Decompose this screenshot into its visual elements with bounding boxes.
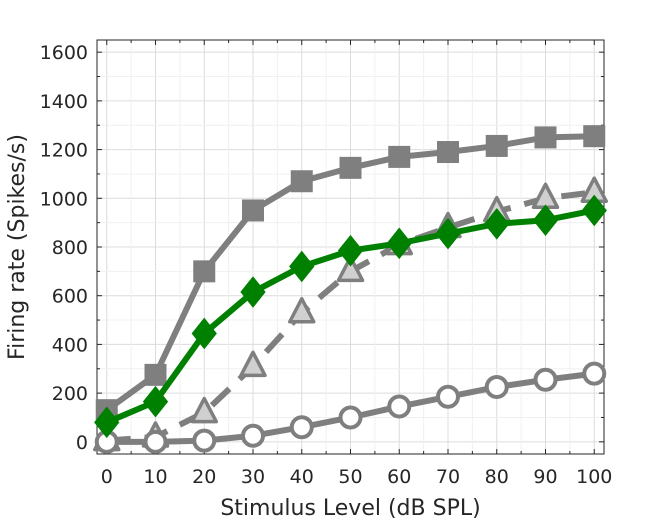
y-tick-label: 0 bbox=[76, 432, 88, 454]
y-tick-label: 1600 bbox=[40, 42, 88, 64]
data-point-circle bbox=[289, 415, 314, 440]
x-tick-label: 70 bbox=[436, 466, 460, 488]
data-point-diamond bbox=[142, 385, 169, 418]
series-layer bbox=[93, 125, 608, 454]
x-tick-label: 40 bbox=[290, 466, 314, 488]
y-tick-label: 1200 bbox=[40, 140, 88, 162]
data-point-square bbox=[144, 363, 167, 386]
data-point-square bbox=[534, 126, 557, 149]
x-tick-label: 90 bbox=[533, 466, 557, 488]
x-tick-label: 10 bbox=[143, 466, 167, 488]
data-point-square bbox=[290, 170, 313, 193]
x-tick-label: 60 bbox=[387, 466, 411, 488]
data-point-circle bbox=[387, 394, 412, 419]
data-point-diamond bbox=[581, 194, 607, 227]
y-tick-label: 200 bbox=[52, 383, 88, 405]
data-point-circle bbox=[338, 405, 363, 430]
data-point-triangle bbox=[239, 350, 267, 378]
data-point-circle bbox=[436, 384, 460, 409]
data-point-diamond bbox=[337, 234, 364, 267]
x-tick-label: 100 bbox=[576, 466, 612, 488]
x-tick-label: 50 bbox=[338, 466, 362, 488]
data-point-square bbox=[193, 260, 216, 283]
data-point-diamond bbox=[240, 276, 266, 308]
data-point-circle bbox=[241, 423, 265, 448]
tick-labels: 0 10 20 30 40 50 60 70 80 90 100020040060080010001… bbox=[40, 42, 613, 488]
series-diamond bbox=[94, 194, 607, 439]
data-point-square bbox=[437, 141, 459, 164]
data-point-square bbox=[583, 125, 606, 148]
data-point-diamond bbox=[94, 406, 120, 439]
x-axis-label: Stimulus Level (dB SPL) bbox=[220, 496, 480, 521]
y-tick-label: 800 bbox=[52, 237, 88, 259]
x-tick-label: 20 bbox=[192, 466, 216, 488]
data-point-triangle bbox=[288, 297, 316, 324]
data-point-square bbox=[388, 145, 411, 168]
y-tick-label: 400 bbox=[52, 334, 88, 356]
y-tick-label: 1400 bbox=[40, 91, 88, 113]
data-point-square bbox=[339, 156, 362, 179]
data-point-circle bbox=[192, 428, 217, 453]
y-axis-label: Firing rate (Spikes/s) bbox=[5, 134, 30, 360]
data-point-square bbox=[242, 199, 264, 222]
data-point-diamond bbox=[484, 208, 510, 240]
data-point-diamond bbox=[435, 217, 461, 250]
data-point-diamond bbox=[191, 317, 217, 350]
data-point-triangle bbox=[190, 396, 218, 424]
data-point-circle bbox=[484, 375, 509, 400]
data-point-circle bbox=[582, 361, 607, 386]
data-point-circle bbox=[143, 429, 168, 454]
x-tick-label: 80 bbox=[485, 466, 509, 488]
data-point-square bbox=[485, 134, 508, 157]
data-point-diamond bbox=[386, 227, 412, 260]
data-point-diamond bbox=[532, 204, 559, 237]
data-point-triangle bbox=[336, 255, 365, 283]
y-tick-label: 600 bbox=[52, 286, 88, 308]
data-point-circle bbox=[533, 367, 558, 392]
y-tick-label: 1000 bbox=[40, 188, 88, 210]
x-tick-label: 30 bbox=[241, 466, 265, 488]
data-point-diamond bbox=[289, 250, 315, 283]
x-tick-label: 0 bbox=[101, 466, 113, 488]
series-circle bbox=[94, 361, 607, 454]
